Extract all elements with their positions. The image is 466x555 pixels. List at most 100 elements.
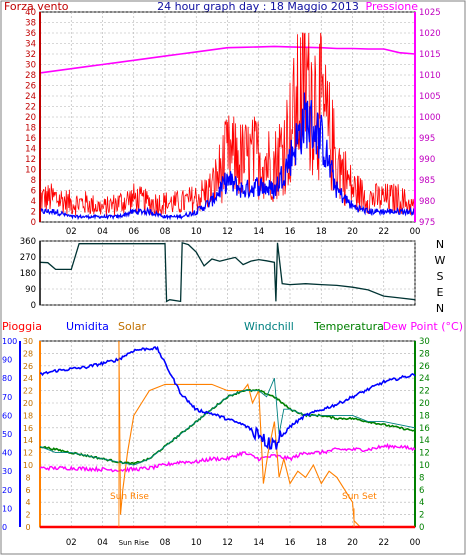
wind-tick-label: 8 xyxy=(31,176,36,186)
pressure-tick-label: 1010 xyxy=(419,71,441,81)
dewpoint-label: Dew Point (°C) xyxy=(383,320,463,333)
x-tick-label: 00 xyxy=(410,227,421,237)
temperature-tick-label: 4 xyxy=(419,498,424,508)
temperature-tick-label: 26 xyxy=(419,362,430,372)
wind-tick-label: 16 xyxy=(25,134,36,144)
wind-tick-label: 24 xyxy=(25,92,36,102)
humidity-line xyxy=(40,345,416,450)
wind-tick-label: 10 xyxy=(25,166,36,176)
wind-tick-label: 34 xyxy=(25,40,36,50)
pressure-axis-label: Pressione xyxy=(366,0,419,13)
pressure-tick-label: 985 xyxy=(419,176,435,186)
x-tick-label: 20 xyxy=(347,227,358,237)
solar-tick-label: 18 xyxy=(23,411,33,420)
x-tick-label: 02 xyxy=(66,227,77,237)
temperature-tick-label: 20 xyxy=(419,399,430,409)
weather-panel: 02 04 Sun Rise 08 10 12 14 16 18 20 22 000022446688… xyxy=(2,337,430,548)
x-tick-label: 14 xyxy=(253,227,264,237)
wind-tick-label: 20 xyxy=(25,113,36,123)
compass-label-n-bottom: N xyxy=(436,302,444,315)
x-tick-label: 12 xyxy=(222,227,233,237)
temperature-tick-label: 30 xyxy=(419,337,430,347)
temperature-tick-label: 22 xyxy=(419,387,430,397)
x-tick-label: 14 xyxy=(253,538,264,548)
solar-tick-label: 2 xyxy=(25,511,30,520)
pressure-tick-label: 1020 xyxy=(419,29,441,39)
humidity-tick-label: 100 xyxy=(2,337,17,346)
x-tick-label: 08 xyxy=(160,538,171,548)
humidity-tick-label: 80 xyxy=(2,374,12,383)
temperature-tick-label: 0 xyxy=(419,523,424,533)
chart-title: 24 hour graph day : 18 Maggio 2013 xyxy=(157,0,359,13)
pressure-tick-label: 1015 xyxy=(419,50,441,60)
pressure-line xyxy=(39,45,416,74)
windchill-label: Windchill xyxy=(244,320,294,333)
wind-tick-label: 6 xyxy=(31,187,36,197)
direction-tick-label: 360 xyxy=(20,237,36,247)
wind-tick-label: 30 xyxy=(25,61,36,71)
temperature-tick-label: 24 xyxy=(419,374,430,384)
pressure-tick-label: 990 xyxy=(419,155,435,165)
humidity-tick-label: 20 xyxy=(2,486,12,495)
compass-label-s: S xyxy=(437,270,444,283)
wind-tick-label: 38 xyxy=(25,19,36,29)
wind-axis-label: Forza vento xyxy=(4,0,69,13)
temperature-tick-label: 2 xyxy=(419,511,424,521)
rain-label: Pioggia xyxy=(2,320,42,333)
x-tick-label: 04 xyxy=(97,538,108,548)
wind-tick-label: 28 xyxy=(25,71,36,81)
humidity-tick-label: 90 xyxy=(2,356,12,365)
x-tick-label: 22 xyxy=(378,538,389,548)
x-tick-label: 10 xyxy=(191,227,202,237)
x-tick-label: 18 xyxy=(316,538,327,548)
wind-tick-label: 26 xyxy=(25,82,36,92)
solar-label: Solar xyxy=(118,320,147,333)
humidity-label: Umidita xyxy=(66,320,109,333)
direction-tick-label: 180 xyxy=(20,269,36,279)
wind-average-line xyxy=(39,92,416,221)
solar-tick-label: 28 xyxy=(23,349,33,358)
x-tick-label: 12 xyxy=(222,538,233,548)
direction-tick-label: 90 xyxy=(25,285,36,295)
solar-tick-label: 10 xyxy=(23,461,33,470)
solar-tick-label: 22 xyxy=(23,387,33,396)
wind-tick-label: 14 xyxy=(25,145,36,155)
solar-tick-label: 14 xyxy=(23,436,33,445)
compass-label-n-top: N xyxy=(436,238,444,251)
x-tick-label: 10 xyxy=(191,538,202,548)
solar-tick-label: 6 xyxy=(25,486,30,495)
wind-direction-line xyxy=(39,241,416,303)
wind-direction-panel: 0 90 180 270 360 xyxy=(20,237,416,311)
solar-tick-label: 24 xyxy=(23,374,33,383)
humidity-tick-label: 70 xyxy=(2,393,12,402)
pressure-tick-label: 995 xyxy=(419,134,435,144)
temperature-label: Temperatura xyxy=(313,320,384,333)
dewpoint-line xyxy=(39,442,416,473)
x-tick-label: 16 xyxy=(285,227,296,237)
solar-tick-label: 30 xyxy=(23,337,33,346)
solar-tick-label: 26 xyxy=(23,362,33,371)
wind-tick-label: 40 xyxy=(25,8,36,18)
x-tick-label: 04 xyxy=(97,227,108,237)
x-tick-label: Sun Rise xyxy=(119,539,149,547)
x-tick-label: 08 xyxy=(160,227,171,237)
humidity-tick-label: 40 xyxy=(2,449,12,458)
temperature-tick-label: 18 xyxy=(419,411,430,421)
solar-tick-label: 20 xyxy=(23,399,33,408)
x-tick-label: 06 xyxy=(128,227,139,237)
wind-tick-label: 2 xyxy=(31,208,36,218)
direction-tick-label: 270 xyxy=(20,253,36,263)
x-tick-label: 18 xyxy=(316,227,327,237)
wind-tick-label: 32 xyxy=(25,50,36,60)
humidity-tick-label: 10 xyxy=(2,504,12,513)
temperature-tick-label: 28 xyxy=(419,349,430,359)
solar-tick-label: 4 xyxy=(25,498,30,507)
wind-tick-label: 36 xyxy=(25,29,36,39)
solar-tick-label: 0 xyxy=(25,523,30,532)
temperature-tick-label: 16 xyxy=(419,424,430,434)
humidity-tick-label: 50 xyxy=(2,430,12,439)
direction-tick-label: 0 xyxy=(31,301,36,311)
windchill-line xyxy=(39,378,416,466)
